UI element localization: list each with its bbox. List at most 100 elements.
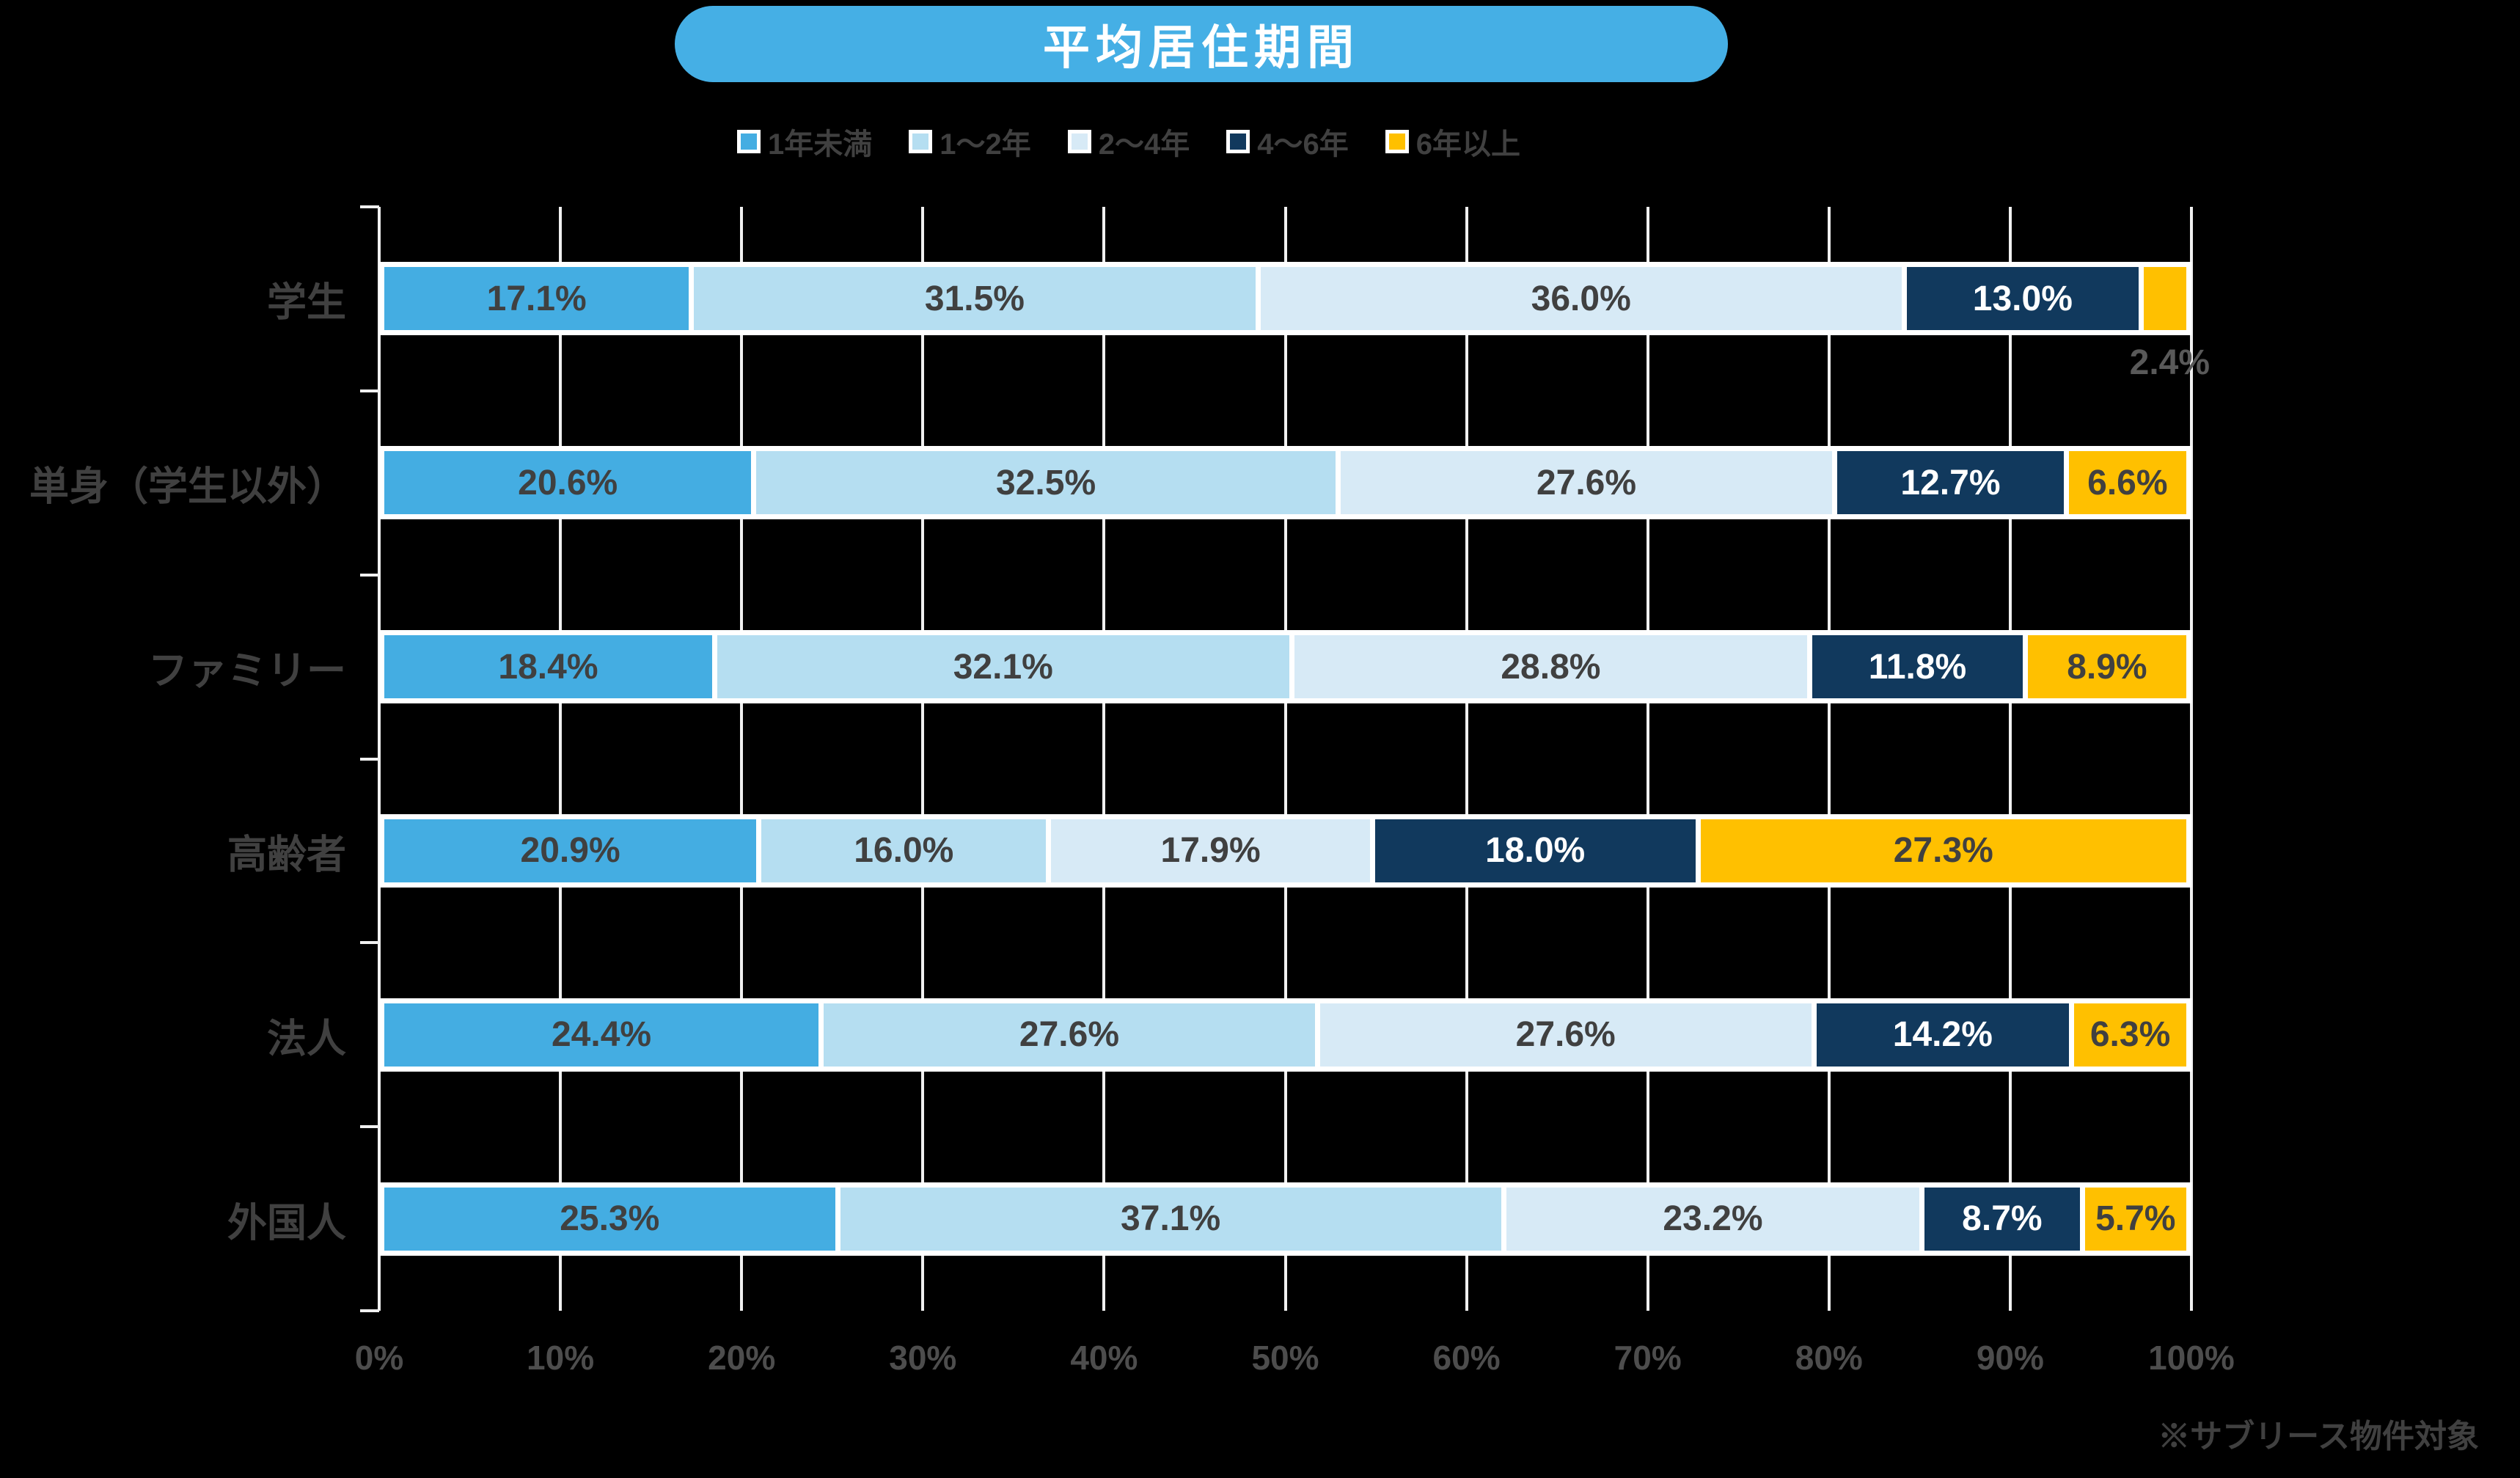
bar-segment: 13.0% [1906,267,2139,331]
bar-segment: 27.6% [824,1003,1315,1067]
legend-swatch [1385,130,1409,153]
legend-item: 1年未満 [737,120,872,163]
bar-segment: 37.1% [840,1187,1501,1251]
bar-segment-label: 25.3% [560,1199,660,1239]
category-label: ファミリー [148,648,346,693]
gridline [1283,207,1287,1311]
bar-segment-label: 8.9% [2067,647,2147,687]
gridline [378,207,381,1311]
bar-segment-label: 23.2% [1663,1199,1763,1239]
bar-segment: 16.0% [761,819,1047,882]
legend-label: 1～2年 [939,128,1031,161]
bar-segment-label: 37.1% [1121,1199,1221,1239]
category-label: 法人 [267,1017,346,1061]
bar-segment-label: 27.3% [1893,831,1993,871]
bar-segment-label: 6.3% [2089,1015,2171,1055]
category-label: 高齢者 [227,833,346,877]
bar-segment: 6.3% [2074,1003,2186,1067]
bar-segment-label: 27.6% [1515,1015,1616,1055]
gridline [1465,207,1468,1311]
bar-segment-label: 16.0% [854,831,954,871]
bar-segment-label: 12.7% [1900,463,2001,502]
legend-item: 4～6年 [1226,120,1349,163]
axis-tick [360,941,379,945]
stacked-bar: 20.6% 32.5% 27.6% 12.7% 6.6% [379,446,2191,520]
stacked-bar: 24.4% 27.6% 27.6% 14.2% 6.3% [379,998,2191,1072]
stacked-bar: 20.9% 16.0% 17.9% 18.0% 27.3% [379,813,2191,888]
legend-label: 1年未満 [768,128,873,161]
bar-segment: 36.0% [1260,267,1902,331]
bar-segment: 18.0% [1374,819,1696,882]
bar-segment-label: 5.7% [2095,1199,2176,1239]
bar-segment: 18.4% [384,635,712,699]
stacked-bar: 25.3% 37.1% 23.2% 8.7% 5.7% [379,1182,2191,1256]
legend-swatch [909,130,933,153]
x-axis-label: 80% [1795,1339,1863,1377]
bar-segment-label: 31.5% [924,279,1025,318]
axis-tick [360,1125,379,1129]
bar-segment-label: 18.4% [498,647,598,687]
gridline [2008,207,2012,1311]
category-label: 単身（学生以外） [29,464,346,509]
x-axis: 0% 10% 20% 30% 40% 50% 60% 70% 80% 90% 100% [355,1338,2235,1389]
x-axis-label: 70% [1614,1339,1682,1377]
bar-segment: 31.5% [694,267,1256,331]
bar-segment: 24.4% [384,1003,819,1067]
x-axis-label: 50% [1251,1339,1319,1377]
bar-row: 20.6% 32.5% 27.6% 12.7% 6.6% [379,391,2191,575]
gridline [1827,207,1831,1311]
x-axis-label: 0% [354,1339,404,1377]
outside-data-label: 2.4% [2129,343,2211,383]
gridline [1646,207,1649,1311]
bar-segment-label: 27.6% [1536,463,1637,502]
x-axis-label: 30% [889,1339,957,1377]
bar-segment: 17.1% [384,267,689,331]
category-axis: 学生 単身（学生以外） ファミリー 高齢者 法人 外国人 [0,207,356,1311]
plot-area: 17.1% 31.5% 36.0% 13.0% 20.6% 32.5% 27.6% 12.7%… [360,205,2210,1312]
legend-label: 6年以上 [1415,128,1520,161]
bar-segment: 8.7% [1924,1187,2080,1251]
bar-segment: 27.6% [1340,451,1833,515]
bar-segment: 11.8% [1812,635,2023,699]
gridline [740,207,744,1311]
x-axis-label: 90% [1976,1339,2044,1377]
stacked-bar: 18.4% 32.1% 28.8% 11.8% 8.9% [379,630,2191,704]
legend-swatch [737,130,761,153]
gridline [2190,207,2193,1311]
bar-segment-label: 32.1% [953,647,1053,687]
legend-label: 2～4年 [1098,128,1190,161]
bar-segment-label: 36.0% [1531,279,1631,318]
bar-segment: 17.9% [1051,819,1370,882]
bar-segment-label: 17.9% [1160,831,1261,871]
gridline [559,207,563,1311]
bar-segment-label: 13.0% [1972,279,2073,318]
gridline [1102,207,1106,1311]
legend-item: 2～4年 [1067,120,1190,163]
bar-segment: 27.3% [1700,819,2186,882]
bar-segment-label: 27.6% [1019,1015,1119,1055]
bar-segment: 14.2% [1816,1003,2070,1067]
bar-row: 20.9% 16.0% 17.9% 18.0% 27.3% [379,759,2191,943]
x-axis-label: 40% [1070,1339,1138,1377]
bar-row: 24.4% 27.6% 27.6% 14.2% 6.3% [379,943,2191,1127]
bar-segment: 25.3% [384,1187,835,1251]
legend-item: 6年以上 [1385,120,1520,163]
bar-segment: 8.9% [2027,635,2186,699]
bar-segment-label: 17.1% [486,279,587,318]
legend-swatch [1226,130,1250,153]
x-axis-label: 100% [2148,1339,2235,1377]
bar-segment-label: 28.8% [1501,647,1601,687]
bar-row: 17.1% 31.5% 36.0% 13.0% [379,207,2191,391]
bar-row: 18.4% 32.1% 28.8% 11.8% 8.9% [379,575,2191,759]
axis-tick [360,389,379,392]
legend-item: 1～2年 [909,120,1031,163]
axis-tick [360,1309,379,1312]
bar-segment: 27.6% [1319,1003,1812,1067]
bar-segment: 12.7% [1837,451,2064,515]
x-axis-label: 60% [1432,1339,1501,1377]
gridline [921,207,925,1311]
legend-swatch [1067,130,1091,153]
bar-segment: 5.7% [2084,1187,2186,1251]
bar-segment: 28.8% [1294,635,1808,699]
